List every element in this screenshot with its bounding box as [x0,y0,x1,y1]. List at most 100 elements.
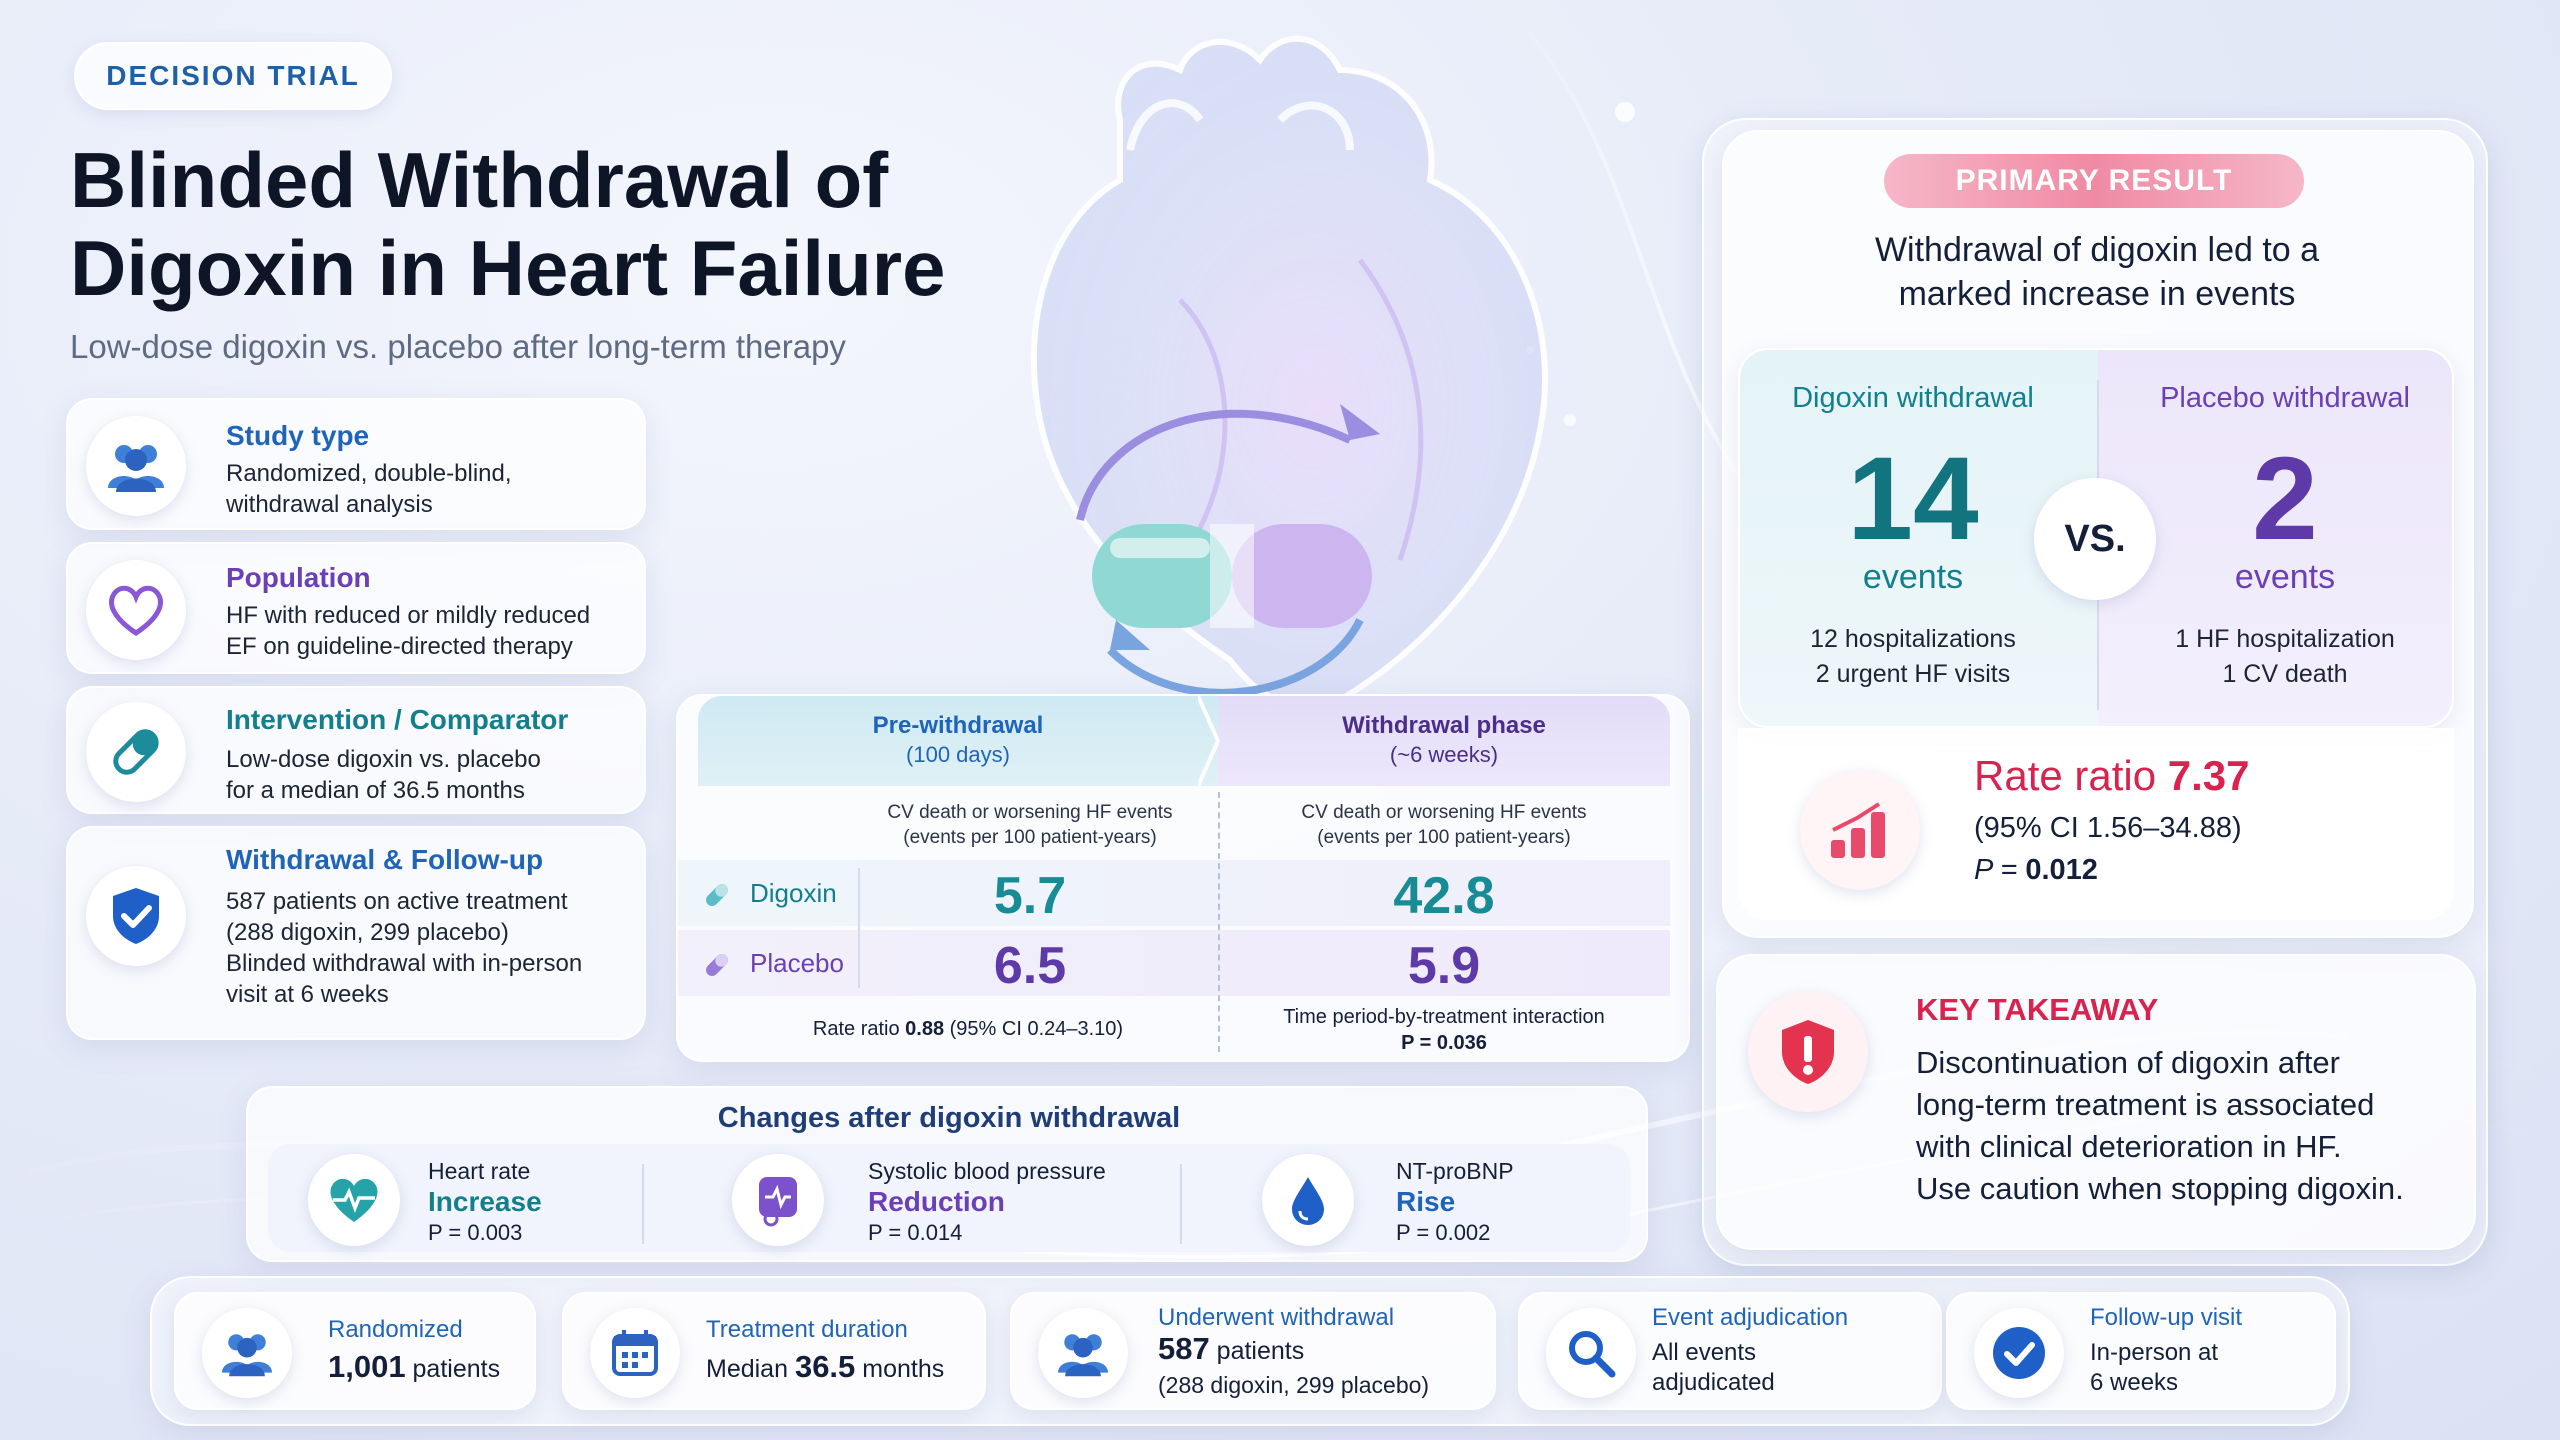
rate-ratio-headline: Rate ratio 7.37 [1974,752,2250,800]
changes-title: Changes after digoxin withdrawal [717,1102,1181,1134]
ntprobnp-label: NT-proBNP [1396,1158,1514,1184]
pre-withdrawal-header: Pre-withdrawal (100 days) [698,696,1218,786]
magnifier-icon [1546,1308,1636,1398]
withdrawal-line-3: Blinded withdrawal with in-person [226,950,583,977]
placebo-pre-value: 6.5 [993,937,1067,995]
digoxin-post-value: 42.8 [1393,867,1495,925]
bar-chart-icon [1800,770,1920,890]
digoxin-detail-2: 2 urgent HF visits [1815,660,2011,688]
placebo-withdrawal-panel [2098,350,2452,726]
underwent-breakdown: (288 digoxin, 299 placebo) [1158,1372,1430,1398]
page-subtitle: Low-dose digoxin vs. placebo after long-… [70,328,846,365]
follow-up-visit-card: Follow-up visit In-person at 6 weeks [1946,1292,2336,1410]
people-icon [86,416,186,516]
heart-illustration [1031,35,1549,711]
takeaway-title: KEY TAKEAWAY [1916,992,2159,1027]
placebo-event-count: 2 [2252,433,2318,565]
digoxin-pre-value: 5.7 [993,867,1067,925]
adjudication-value: All events adjudicated [1652,1338,1775,1398]
post-header-line-2: (~6 weeks) [1389,742,1499,767]
rate-ratio-ci-text: (95% CI 1.56–34.88) [1974,812,2242,844]
blood-pressure-icon [732,1154,824,1246]
primary-result-pill: PRIMARY RESULT [1884,154,2304,208]
capsule-icon [706,954,728,976]
rate-ratio-number: 7.37 [2167,752,2250,799]
adjudication-label: Event adjudication [1652,1304,1849,1331]
randomized-unit: patients [405,1355,501,1383]
takeaway-line-1: Discontinuation of digoxin after [1916,1045,2340,1080]
randomized-number: 1,001 [328,1349,406,1384]
randomized-stat-card: Randomized 1,001 patients [174,1292,536,1410]
page-title: Blinded Withdrawal of Digoxin in Heart F… [70,136,970,312]
population-line-2: EF on guideline-directed therapy [226,633,573,660]
row-label-divider [858,868,860,988]
intervention-line-1: Low-dose digoxin vs. placebo [226,746,541,773]
withdrawal-text: 587 patients on active treatment (288 di… [226,886,636,1010]
phase-divider-chevron [1198,696,1221,786]
underwent-withdrawal-card: Underwent withdrawal 587 patients (288 d… [1010,1292,1496,1410]
underwent-number: 587 [1158,1331,1210,1366]
sbp-label: Systolic blood pressure [868,1158,1106,1184]
population-card: Population HF with reduced or mildly red… [66,542,646,674]
ntprobnp-direction: Rise [1396,1186,1456,1217]
study-type-title: Study type [226,420,370,451]
withdrawal-phase-header: Withdrawal phase (~6 weeks) [1218,696,1670,786]
study-type-line-1: Randomized, double-blind, [226,460,512,487]
pre-rate-ratio: Rate ratio 0.88 (95% CI 0.24–3.10) [738,1018,1198,1041]
interaction-footer: Time period-by-treatment interaction P =… [1218,1004,1670,1056]
vs-badge: VS. [2034,478,2156,600]
follow-up-label: Follow-up visit [2090,1304,2243,1331]
digoxin-event-unit: events [1862,558,1964,596]
placebo-event-details: 1 HF hospitalization 1 CV death [2112,622,2452,692]
follow-up-line-1: In-person at [2090,1339,2219,1366]
check-circle-icon [1974,1308,2064,1398]
study-type-line-2: withdrawal analysis [226,491,433,518]
rate-p-value: 0.012 [2025,854,2098,886]
placebo-detail-1: 1 HF hospitalization [2175,625,2395,653]
underwent-value: 587 patients [1158,1331,1305,1366]
capsule-icon [706,884,728,906]
rate-ratio-p: P = 0.012 [1974,854,2098,887]
pre-desc-line-1: CV death or worsening HF events [887,802,1173,823]
post-desc-line-1: CV death or worsening HF events [1301,802,1587,823]
post-column-description: CV death or worsening HF events (events … [1218,800,1670,850]
row-label-placebo: Placebo [750,948,844,978]
population-line-1: HF with reduced or mildly reduced [226,602,591,629]
interaction-label: Time period-by-treatment interaction [1283,1006,1605,1028]
underwent-label: Underwent withdrawal [1158,1304,1395,1331]
heart-rate-label: Heart rate [428,1158,531,1184]
adjudication-line-2: adjudicated [1652,1369,1775,1396]
heart-rate-direction: Increase [428,1186,542,1217]
people-icon [1038,1308,1128,1398]
pre-column-description: CV death or worsening HF events (events … [860,800,1200,850]
withdrawal-followup-card: Withdrawal & Follow-up 587 patients on a… [66,826,646,1040]
digoxin-event-count: 14 [1847,433,1979,565]
rate-ratio-value: 0.88 [905,1018,945,1040]
takeaway-line-4: Use caution when stopping digoxin. [1916,1171,2404,1206]
calendar-icon [590,1308,680,1398]
intervention-text: Low-dose digoxin vs. placebo for a media… [226,744,636,806]
pre-header-line-2: (100 days) [906,742,1010,767]
placebo-withdrawal-title: Placebo withdrawal [2160,382,2410,414]
duration-number: 36.5 [794,1349,856,1384]
duration-label: Treatment duration [706,1316,908,1343]
heart-rate-p: P = 0.003 [428,1220,523,1245]
rate-ratio-box: Rate ratio 7.37 (95% CI 1.56–34.88) P = … [1738,728,2454,920]
shield-check-icon [86,866,186,966]
digoxin-detail-1: 12 hospitalizations [1810,625,2016,653]
capsule-icon [86,702,186,802]
randomized-label: Randomized [328,1316,463,1343]
trial-tag: DECISION TRIAL [74,42,392,110]
intervention-line-2: for a median of 36.5 months [226,777,525,804]
title-line-2: Digoxin in Heart Failure [70,224,946,312]
phase-comparison-table: Pre-withdrawal (100 days) Withdrawal pha… [676,694,1690,1062]
placebo-post-value: 5.9 [1407,937,1481,995]
changes-divider [1180,1164,1182,1244]
title-line-1: Blinded Withdrawal of [70,136,889,224]
heart-pulse-icon [308,1154,400,1246]
sbp-p: P = 0.014 [868,1220,963,1245]
underwent-unit: patients [1209,1337,1305,1365]
withdrawal-line-1: 587 patients on active treatment [226,888,568,915]
takeaway-text: Discontinuation of digoxin after long-te… [1916,1042,2404,1210]
post-header-line-1: Withdrawal phase [1342,712,1546,739]
